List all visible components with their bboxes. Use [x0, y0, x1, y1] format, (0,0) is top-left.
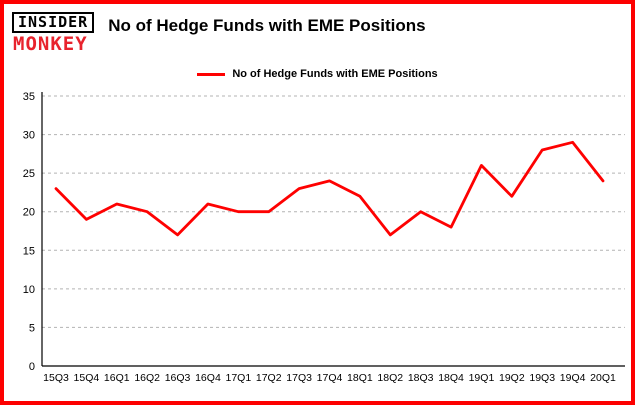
line-chart: 0 5 10 15 20 25 30 35 15Q3 15Q4 16Q1 16Q2 16Q3 16Q4 17… — [23, 91, 625, 384]
y-tick-label: 20 — [23, 207, 35, 219]
header: INSIDER MONKEY No of Hedge Funds with EM… — [4, 4, 631, 62]
data-line-series — [54, 140, 605, 237]
x-tick-label: 18Q3 — [408, 372, 434, 384]
x-tick-label: 17Q1 — [225, 372, 251, 384]
legend-label: No of Hedge Funds with EME Positions — [232, 68, 438, 80]
x-tick-label: 18Q1 — [347, 372, 373, 384]
y-tick-label: 15 — [23, 245, 35, 257]
y-tick-label: 35 — [23, 91, 35, 103]
x-tick-label: 19Q3 — [529, 372, 555, 384]
x-tick-label: 20Q1 — [590, 372, 616, 384]
x-tick-label: 17Q4 — [317, 372, 343, 384]
x-tick-label: 18Q4 — [438, 372, 464, 384]
legend-line-swatch — [197, 72, 226, 76]
x-tick-label: 15Q4 — [74, 372, 100, 384]
legend: No of Hedge Funds with EME Positions — [197, 66, 438, 82]
x-tick-label: 19Q1 — [469, 372, 495, 384]
y-tick-label: 0 — [29, 361, 35, 373]
insider-monkey-logo: INSIDER MONKEY — [12, 12, 95, 55]
x-tick-label: 16Q3 — [165, 372, 191, 384]
x-tick-label: 17Q2 — [256, 372, 282, 384]
chart-title: No of Hedge Funds with EME Positions — [108, 16, 426, 35]
y-tick-label: 30 — [23, 130, 35, 142]
x-tick-label: 16Q1 — [104, 372, 130, 384]
chart-area: 0 5 10 15 20 25 30 35 15Q3 15Q4 16Q1 16Q2 16Q3 16Q4 17… — [4, 82, 631, 397]
x-tick-label: 16Q2 — [134, 372, 160, 384]
x-tick-label: 15Q3 — [43, 372, 69, 384]
x-tick-label: 19Q2 — [499, 372, 525, 384]
x-tick-label: 19Q4 — [560, 372, 586, 384]
y-tick-label: 5 — [29, 322, 35, 334]
logo-insider-text: INSIDER — [12, 12, 95, 33]
logo-monkey-text: MONKEY — [13, 33, 88, 55]
x-tick-label: 17Q3 — [286, 372, 312, 384]
y-tick-label: 10 — [23, 284, 35, 296]
x-tick-label: 16Q4 — [195, 372, 221, 384]
x-tick-label: 18Q2 — [377, 372, 403, 384]
y-tick-label: 25 — [23, 168, 35, 180]
